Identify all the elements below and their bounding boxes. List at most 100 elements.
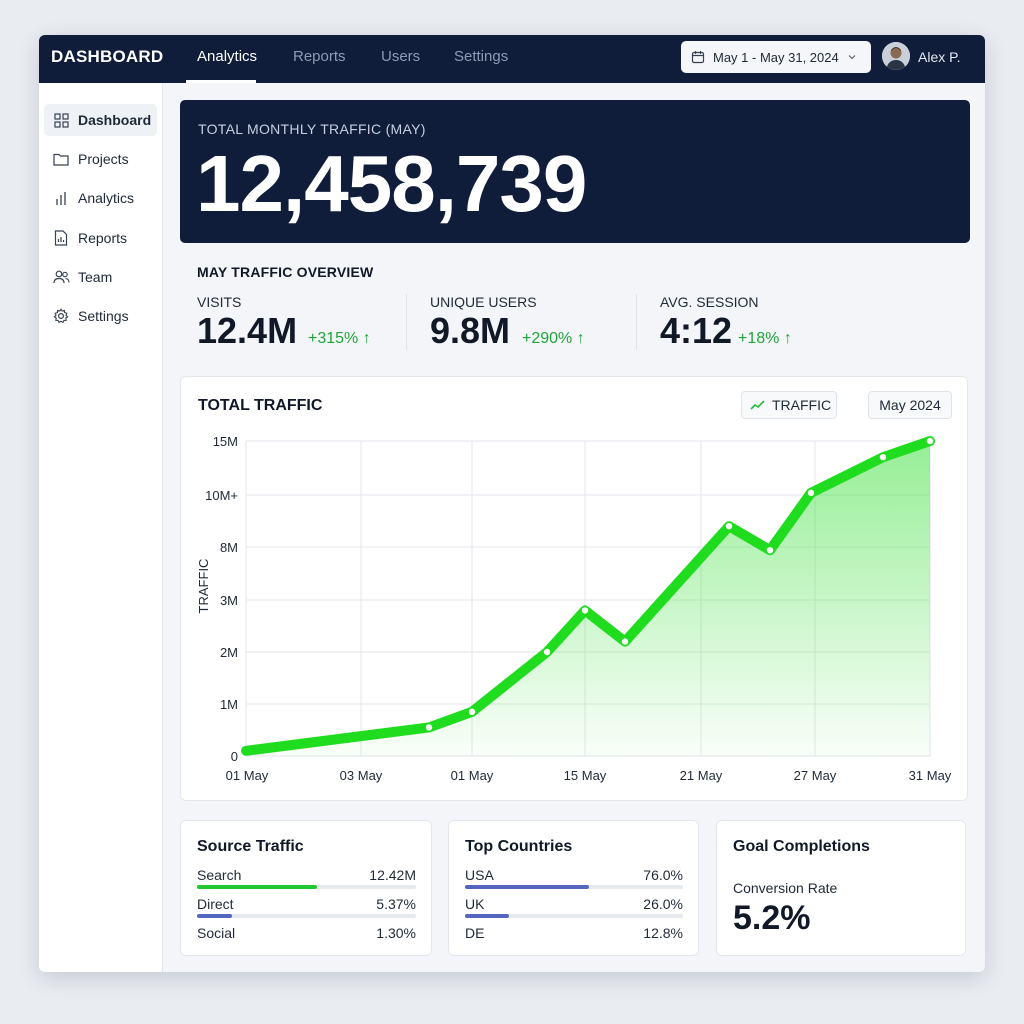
active-tab-indicator (186, 80, 256, 83)
sidebar-item-reports[interactable]: Reports (44, 222, 157, 254)
stat-visits-change: +315% ↑ (308, 330, 371, 347)
source-row-label: Direct (197, 896, 234, 912)
y-axis-label: TRAFFIC (196, 559, 211, 614)
legend-traffic[interactable]: TRAFFIC (741, 391, 837, 419)
y-tick-label: 3M (220, 593, 238, 608)
app-window: DASHBOARD Analytics Reports Users Settin… (39, 35, 985, 972)
traffic-area-fill (246, 441, 930, 756)
sidebar-item-projects[interactable]: Projects (44, 143, 157, 175)
y-tick-label: 2M (220, 645, 238, 660)
period-selector[interactable]: May 2024 (868, 391, 952, 419)
x-tick-label: 01 May (451, 768, 494, 783)
stat-session-change: +18% ↑ (738, 330, 792, 347)
overview-title: MAY TRAFFIC OVERVIEW (197, 264, 374, 280)
stat-divider (406, 294, 407, 350)
avatar[interactable] (882, 42, 910, 70)
conversion-rate-label: Conversion Rate (733, 880, 838, 896)
card-title: Source Traffic (197, 838, 304, 855)
stat-users-label: UNIQUE USERS (430, 294, 537, 310)
top-countries-card: Top Countries USA 76.0% UK 26.0% DE 12.8… (448, 820, 699, 956)
country-row-label: DE (465, 925, 485, 941)
calendar-icon (691, 51, 705, 64)
x-tick-label: 15 May (564, 768, 607, 783)
user-name[interactable]: Alex P. (918, 49, 961, 65)
x-tick-label: 27 May (794, 768, 837, 783)
tab-reports[interactable]: Reports (293, 48, 346, 65)
folder-icon (52, 150, 70, 168)
card-title: Goal Completions (733, 838, 870, 855)
legend-label: TRAFFIC (772, 397, 832, 413)
source-traffic-card: Source Traffic Search 12.42M Direct 5.37… (180, 820, 432, 956)
y-tick-label: 8M (220, 540, 238, 555)
country-bar-fill (465, 885, 590, 889)
brand-logo[interactable]: DASHBOARD (51, 47, 164, 66)
traffic-line-chart: 0 1M 2M 3M 8M 10M+ 15M 01 May 03 May 01 May 15 May… (196, 434, 952, 783)
country-row-value: 12.8% (643, 925, 683, 941)
source-bar-fill (197, 885, 318, 889)
source-bar-track (197, 885, 416, 889)
stat-session-label: AVG. SESSION (660, 294, 759, 310)
y-tick-label: 0 (231, 749, 238, 764)
traffic-data-point (725, 523, 733, 530)
traffic-data-point (926, 437, 934, 445)
top-bar: DASHBOARD Analytics Reports Users Settin… (39, 35, 985, 83)
country-row-label: UK (465, 896, 485, 912)
traffic-data-point (468, 708, 476, 715)
sidebar-item-label: Analytics (78, 190, 135, 206)
stat-visits-label: VISITS (197, 294, 242, 310)
sidebar-item-settings[interactable]: Settings (44, 300, 157, 332)
stat-visits-value: 12.4M (197, 310, 298, 351)
total-traffic-hero: TOTAL MONTHLY TRAFFIC (MAY) 12,458,739 (180, 100, 970, 243)
country-row-label: USA (465, 867, 494, 883)
country-bar-track (465, 914, 683, 918)
grid-icon (52, 111, 70, 129)
gear-icon (52, 307, 70, 325)
source-bar-fill (197, 914, 233, 918)
traffic-data-point (543, 648, 551, 656)
country-row-value: 76.0% (643, 867, 683, 883)
source-row-label: Social (197, 925, 236, 941)
tab-analytics[interactable]: Analytics (197, 48, 258, 65)
conversion-rate-value: 5.2% (733, 899, 811, 937)
x-tick-label: 03 May (340, 768, 383, 783)
sidebar-item-label: Dashboard (78, 112, 152, 128)
goal-completions-card: Goal Completions Conversion Rate 5.2% (716, 820, 966, 956)
x-tick-label: 31 May (909, 768, 952, 783)
date-range-picker[interactable]: May 1 - May 31, 2024 (681, 41, 871, 73)
report-icon (52, 229, 70, 247)
y-tick-label: 15M (213, 434, 238, 449)
traffic-data-point (766, 546, 774, 554)
source-row-value: 5.37% (376, 896, 416, 912)
date-range-label: May 1 - May 31, 2024 (713, 49, 839, 65)
sidebar-item-team[interactable]: Team (44, 261, 157, 293)
sidebar-item-label: Team (78, 269, 113, 285)
sidebar-item-label: Settings (78, 308, 129, 324)
country-bar-track (465, 885, 683, 889)
source-row-label: Search (197, 867, 242, 883)
source-bar-track (197, 914, 416, 918)
stat-divider (636, 294, 637, 350)
sidebar-item-analytics[interactable]: Analytics (44, 182, 157, 214)
x-tick-label: 01 May (226, 768, 269, 783)
source-row-value: 12.42M (369, 867, 416, 883)
y-tick-label: 1M (220, 697, 238, 712)
tab-settings[interactable]: Settings (454, 48, 509, 65)
hero-label: TOTAL MONTHLY TRAFFIC (MAY) (198, 121, 426, 137)
country-bar-fill (465, 914, 509, 918)
country-row-value: 26.0% (643, 896, 683, 912)
sidebar-item-label: Reports (78, 230, 128, 246)
trend-line-icon (750, 400, 765, 410)
traffic-data-point (879, 454, 887, 461)
stat-users-change: +290% ↑ (522, 330, 585, 347)
stat-session-value: 4:12 (660, 310, 733, 351)
stat-users-value: 9.8M (430, 310, 511, 351)
tab-users[interactable]: Users (381, 48, 421, 65)
traffic-data-point (425, 724, 433, 731)
user-photo-icon (882, 42, 910, 70)
chevron-down-icon (848, 55, 856, 60)
x-tick-label: 21 May (680, 768, 723, 783)
sidebar-item-label: Projects (78, 151, 129, 167)
sidebar-item-dashboard[interactable]: Dashboard (44, 104, 157, 136)
traffic-data-point (621, 638, 629, 645)
team-icon (52, 268, 70, 286)
